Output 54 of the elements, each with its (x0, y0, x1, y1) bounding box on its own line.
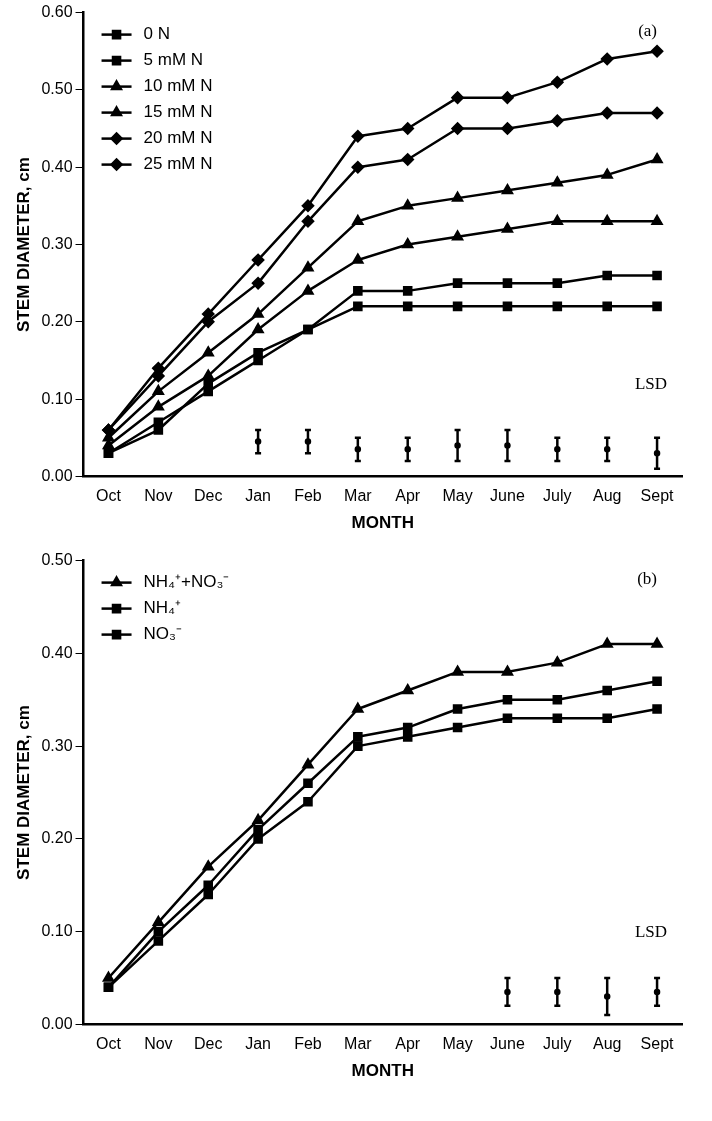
annotation: (a) (638, 20, 657, 40)
x-tick-label: May (442, 487, 473, 505)
y-axis-title: STEM DIAMETER, cm (13, 157, 33, 332)
y-tick-label: 0.50 (41, 80, 73, 98)
x-axis-title: MONTH (351, 513, 414, 533)
x-tick-label: Oct (96, 487, 122, 505)
x-tick-label: Feb (294, 1035, 322, 1053)
y-tick-label: 0.30 (41, 234, 73, 252)
legend-label: NO₃⁻ (143, 624, 182, 644)
y-tick-label: 0.10 (41, 922, 73, 940)
y-tick-label: 0.30 (41, 736, 73, 754)
x-tick-label: Dec (193, 1035, 223, 1053)
legend-label: 5 mM N (143, 50, 204, 70)
x-tick-label: Mar (344, 487, 373, 505)
annotation: (b) (637, 568, 657, 588)
x-tick-label: July (543, 487, 572, 505)
legend-label: 20 mM N (143, 128, 213, 148)
y-tick-label: 0.20 (41, 312, 73, 330)
x-tick-label: Feb (294, 487, 322, 505)
annotation: LSD (634, 922, 667, 942)
legend-label: 15 mM N (143, 102, 213, 122)
x-tick-label: Mar (344, 1035, 373, 1053)
y-axis-title: STEM DIAMETER, cm (13, 705, 33, 880)
x-tick-label: Oct (96, 1035, 122, 1053)
annotation: LSD (634, 374, 667, 394)
legend-label: 25 mM N (143, 154, 213, 174)
x-tick-label: Dec (193, 487, 223, 505)
x-tick-label: Sept (640, 487, 675, 505)
y-tick-label: 0.40 (41, 643, 73, 661)
legend-label: NH₄⁺ (143, 598, 182, 618)
y-tick-label: 0.60 (41, 3, 73, 21)
x-tick-label: Jan (245, 1035, 271, 1053)
x-tick-label: Sept (640, 1035, 675, 1053)
x-tick-label: Aug (592, 487, 622, 505)
legend-label: 0 N (143, 24, 171, 44)
x-tick-label: June (490, 487, 525, 505)
x-tick-label: Apr (395, 487, 421, 505)
y-tick-label: 0.40 (41, 157, 73, 175)
y-tick-label: 0.20 (41, 829, 73, 847)
x-tick-label: Aug (592, 1035, 622, 1053)
x-axis-title: MONTH (351, 1061, 414, 1081)
x-tick-label: Nov (144, 1035, 173, 1053)
y-tick-label: 0.10 (41, 389, 73, 407)
x-tick-label: May (442, 1035, 473, 1053)
y-tick-label: 0.50 (41, 551, 73, 569)
legend-label: NH₄⁺+NO₃⁻ (143, 572, 230, 592)
x-tick-label: Apr (395, 1035, 421, 1053)
y-tick-label: 0.00 (41, 1014, 73, 1032)
x-tick-label: June (490, 1035, 525, 1053)
x-tick-label: Nov (144, 487, 173, 505)
y-tick-label: 0.00 (41, 466, 73, 484)
legend-label: 10 mM N (143, 76, 213, 96)
x-tick-label: July (543, 1035, 572, 1053)
x-tick-label: Jan (245, 487, 271, 505)
